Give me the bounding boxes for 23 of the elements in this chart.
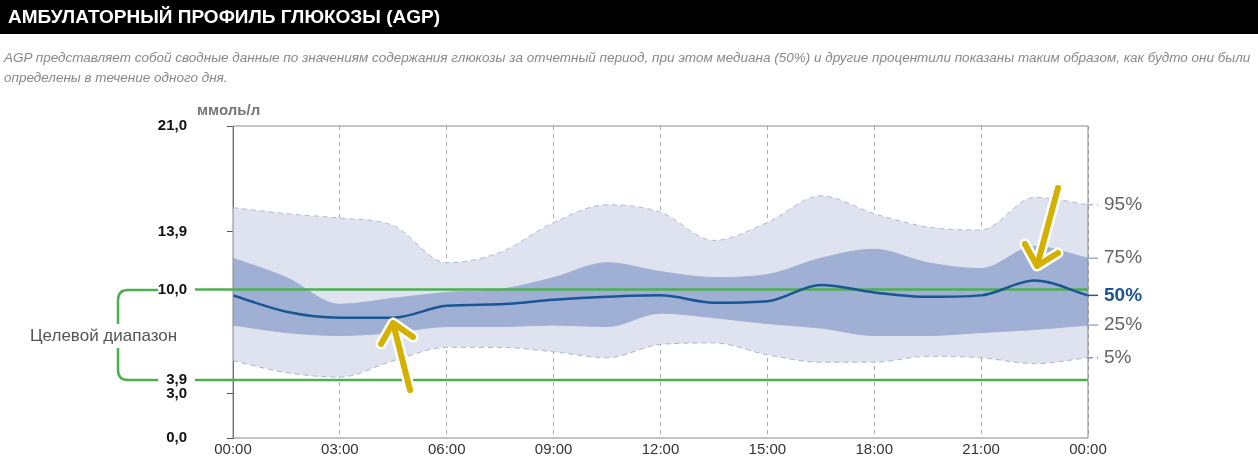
legend-label: 25% xyxy=(1104,313,1143,335)
x-tick-label: 12:00 xyxy=(641,440,680,458)
x-tick-label: 03:00 xyxy=(321,440,359,458)
x-tick-label: 18:00 xyxy=(855,440,894,458)
y-tick-label: 10,0 xyxy=(157,279,187,297)
x-tick-label: 09:00 xyxy=(534,440,573,458)
x-tick-label: 00:00 xyxy=(1069,440,1107,458)
x-tick-label: 21:00 xyxy=(962,440,1000,458)
series-label: 5% xyxy=(1104,346,1132,368)
y-tick-label: 13,9 xyxy=(157,221,187,239)
legend-label: 75% xyxy=(1104,246,1143,268)
legend-label: 50% xyxy=(1104,283,1143,305)
y-tick-label: 21,0 xyxy=(157,116,187,134)
x-tick-label: 00:00 xyxy=(214,440,252,458)
line-series xyxy=(233,342,1088,378)
legend-label: 95% xyxy=(1104,192,1143,214)
x-tick-label: 06:00 xyxy=(427,440,466,458)
chart-title: АМБУЛАТОРНЫЙ ПРОФИЛЬ ГЛЮКОЗЫ (AGP) xyxy=(0,0,1258,34)
y-axis-title: ммоль/л xyxy=(197,100,261,118)
x-tick-label: 15:00 xyxy=(748,440,787,458)
text: Целевой диапазон xyxy=(30,324,178,348)
y-tick-label: 0,0 xyxy=(166,428,187,446)
chart-subtitle: AGP представляет собой сводные данные по значениям содержания глюкозы за отчетный период, при этом медиана (50%) и другие процентили показаны таким образом, как будто они были определены в течение одного дня. xyxy=(4,49,1252,87)
